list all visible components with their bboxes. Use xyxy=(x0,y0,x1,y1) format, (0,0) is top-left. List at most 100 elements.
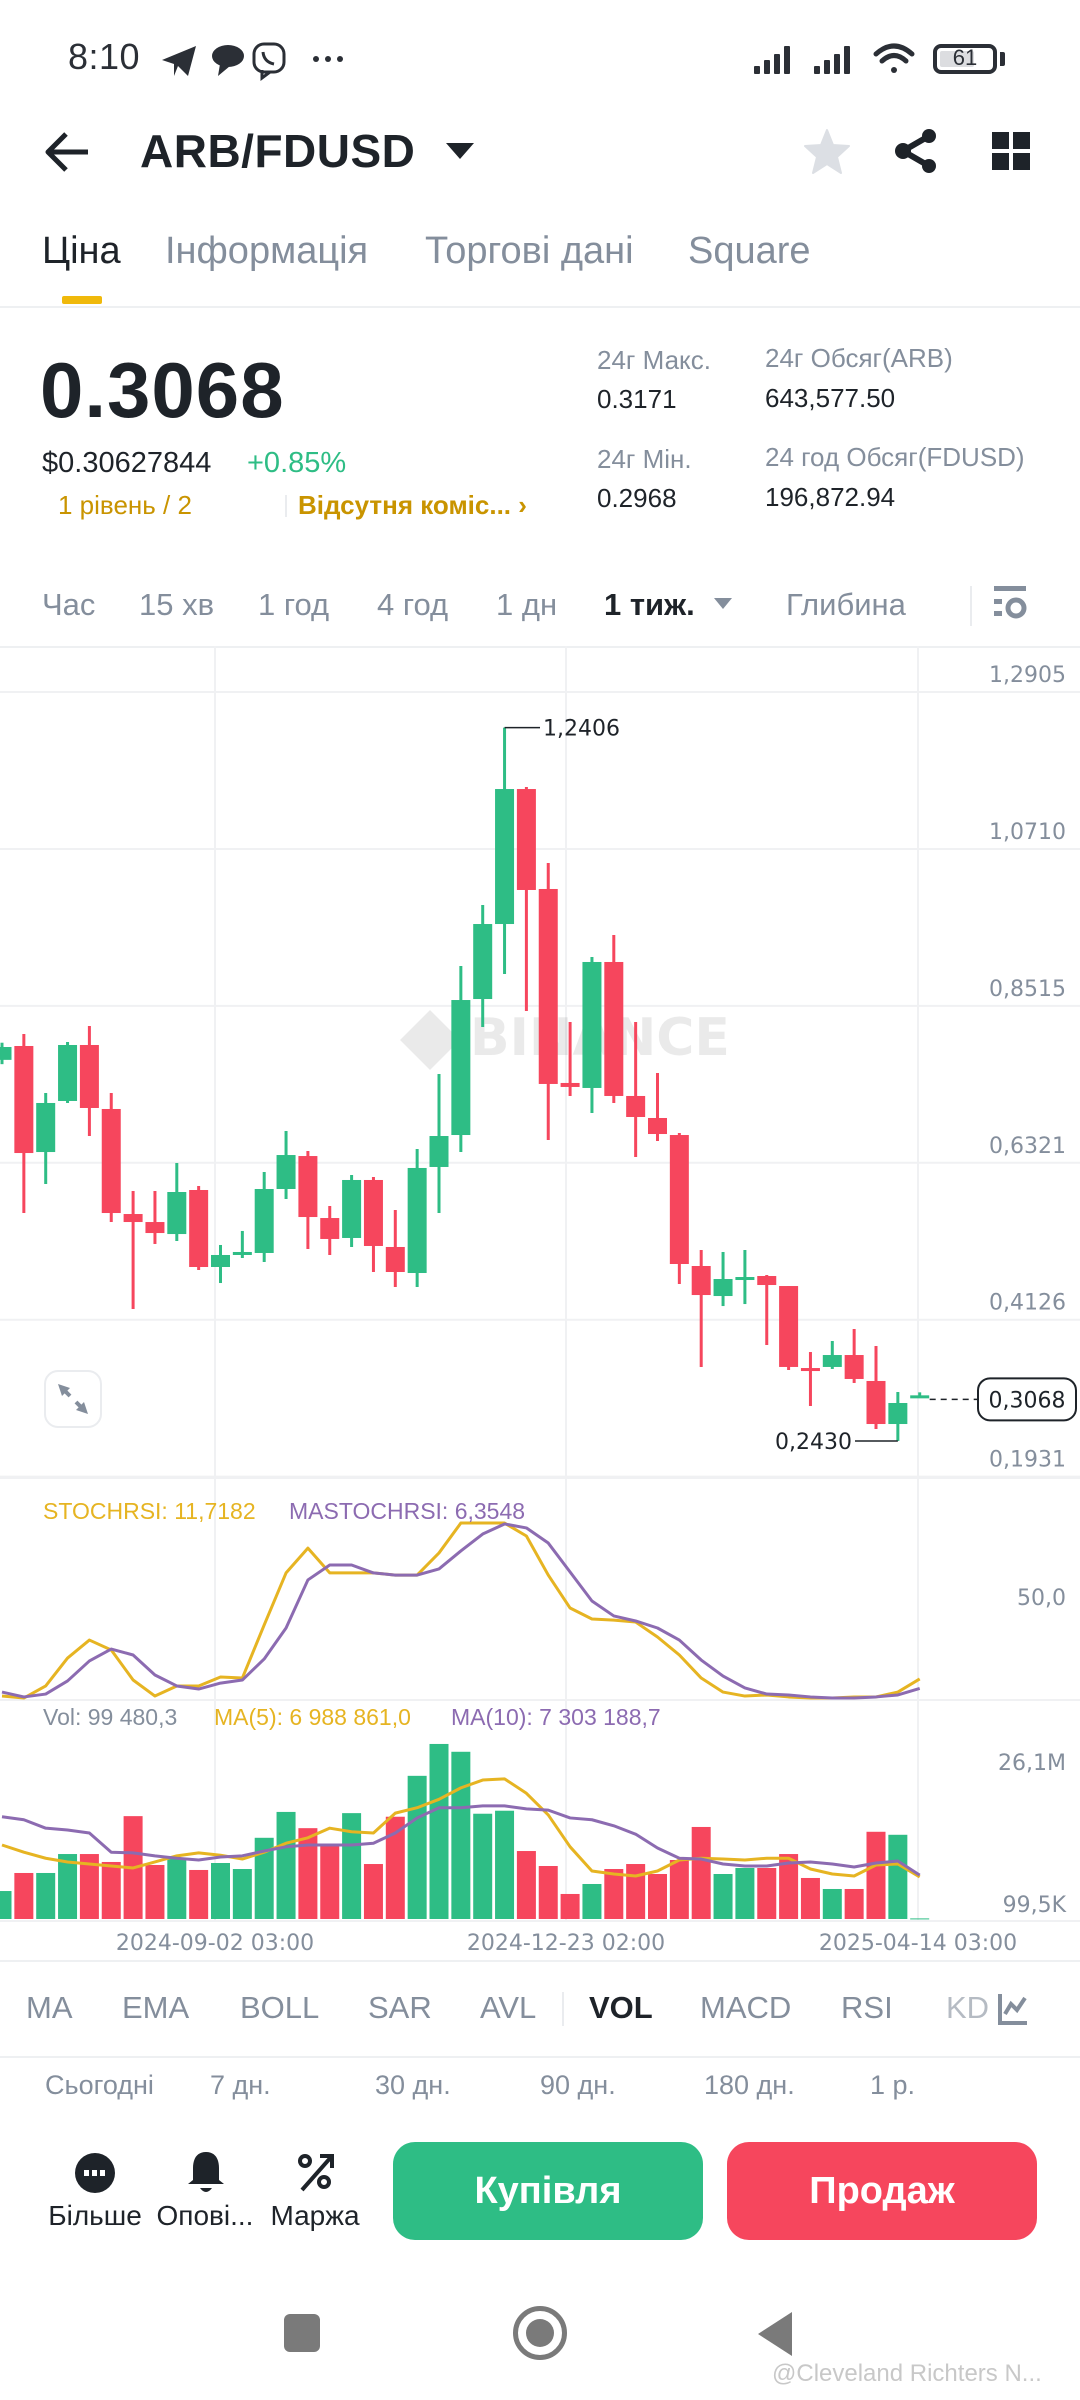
timeframe-separator xyxy=(970,586,972,626)
pair-dropdown-caret-icon[interactable] xyxy=(446,143,474,159)
timeframe-1w[interactable]: 1 тиж. xyxy=(604,587,695,622)
volume-pane: 26,1M 99,5K xyxy=(0,1743,1067,1920)
svg-text:0,4126: 0,4126 xyxy=(989,1291,1066,1316)
status-time: 8:10 xyxy=(68,36,141,77)
tab-square[interactable]: Square xyxy=(688,230,811,272)
share-icon[interactable] xyxy=(893,128,939,174)
usd-price: $0.30627844 xyxy=(42,447,212,479)
last-price-tag xyxy=(977,1377,1077,1422)
battery-tip xyxy=(1000,52,1005,66)
tabs-divider xyxy=(0,306,1080,308)
period-top-divider xyxy=(0,2056,1080,2058)
margin-percent-icon[interactable] xyxy=(296,2152,336,2192)
svg-text:26,1M: 26,1M xyxy=(998,1751,1066,1776)
indicator-vol[interactable]: VOL xyxy=(589,1990,653,2025)
sell-button[interactable]: Продаж xyxy=(727,2142,1037,2240)
alert-bell-icon[interactable] xyxy=(186,2150,226,2196)
signal-sim1-icon xyxy=(754,46,790,74)
stat-24h-vol-quote-label: 24 год Обсяг(FDUSD) xyxy=(765,442,1025,472)
indicator-separator xyxy=(562,1992,564,2026)
svg-text:0,6321: 0,6321 xyxy=(989,1134,1066,1159)
stochrsi-pane: 50,0 xyxy=(1,1521,1066,1700)
period-1y[interactable]: 1 р. xyxy=(870,2070,916,2100)
tab-info[interactable]: Інформація xyxy=(165,230,369,272)
candlestick-chart[interactable]: BINANCE 1,2905 1,0710 0,8515 0,6321 0,4126 0,1… xyxy=(0,646,1080,1966)
timeframe-1d[interactable]: 1 дн xyxy=(496,587,558,622)
period-90d[interactable]: 90 дн. xyxy=(540,2070,616,2100)
chart-settings-icon[interactable] xyxy=(994,586,1028,626)
high-low-markers: 1,2406 0,2430 xyxy=(504,717,898,1455)
svg-text:0,2430: 0,2430 xyxy=(775,1430,852,1455)
vol-ma10-label: MA(10): 7 303 188,7 xyxy=(451,1704,661,1730)
more-label[interactable]: Більше xyxy=(48,2200,142,2231)
period-180d[interactable]: 180 дн. xyxy=(704,2070,795,2100)
fee-tier-link[interactable]: 1 рівень / 2 xyxy=(58,490,192,520)
timeframe-15m[interactable]: 15 хв xyxy=(139,587,215,622)
wifi-icon xyxy=(873,43,915,73)
more-dots-icon xyxy=(313,56,343,62)
stat-24h-high-label: 24г Макс. xyxy=(597,345,711,375)
timeframe-depth[interactable]: Глибина xyxy=(786,587,906,622)
period-today[interactable]: Сьогодні xyxy=(45,2070,154,2100)
stochrsi-label: STOCHRSI: 11,7182 xyxy=(43,1498,256,1524)
stat-24h-vol-quote-value: 196,872.94 xyxy=(765,482,896,512)
period-7d[interactable]: 7 дн. xyxy=(210,2070,271,2100)
svg-text:2024-12-23 02:00: 2024-12-23 02:00 xyxy=(467,1931,665,1956)
more-icon[interactable] xyxy=(74,2152,116,2194)
star-icon[interactable] xyxy=(803,128,851,174)
indicator-sar[interactable]: SAR xyxy=(368,1990,432,2025)
active-tab-indicator xyxy=(62,296,102,304)
nav-recents-button[interactable] xyxy=(284,2314,320,2352)
pair-title[interactable]: ARB/FDUSD xyxy=(140,125,416,177)
indicator-ema[interactable]: EMA xyxy=(122,1990,190,2025)
indicator-ma[interactable]: MA xyxy=(26,1990,73,2025)
vol-ma5-label: MA(5): 6 988 861,0 xyxy=(214,1704,411,1730)
buy-button[interactable]: Купівля xyxy=(393,2142,703,2240)
tier-separator xyxy=(285,495,287,517)
viber-icon xyxy=(252,42,286,81)
indicator-macd[interactable]: MACD xyxy=(700,1990,792,2025)
candles xyxy=(0,727,930,1441)
tab-price[interactable]: Ціна xyxy=(42,230,121,272)
nav-back-button[interactable] xyxy=(758,2312,792,2356)
indicator-boll[interactable]: BOLL xyxy=(240,1990,320,2025)
expand-arrows-icon xyxy=(58,1384,88,1414)
timeframe-caret-icon[interactable] xyxy=(714,598,732,609)
indicator-rsi[interactable]: RSI xyxy=(841,1990,893,2025)
time-axis: 2024-09-02 03:00 2024-12-23 02:00 2025-04-… xyxy=(116,1931,1017,1956)
signal-sim2-icon xyxy=(814,46,850,74)
svg-text:0,8515: 0,8515 xyxy=(989,977,1066,1002)
stat-24h-vol-base-label: 24г Обсяг(ARB) xyxy=(765,343,953,373)
indicator-avl[interactable]: AVL xyxy=(480,1990,537,2025)
back-arrow-icon[interactable] xyxy=(44,130,92,174)
svg-text:2025-04-14 03:00: 2025-04-14 03:00 xyxy=(819,1931,1017,1956)
timeframe-4h[interactable]: 4 год xyxy=(377,587,449,622)
zero-fee-link[interactable]: Відсутня коміс... › xyxy=(298,490,527,520)
mastochrsi-label: MASTOCHRSI: 6,3548 xyxy=(289,1498,526,1524)
status-connectivity-icons xyxy=(754,43,915,74)
stat-24h-low-label: 24г Мін. xyxy=(597,444,692,474)
tab-trading-data[interactable]: Торгові дані xyxy=(425,230,634,272)
watermark: @Cleveland Richters N... xyxy=(772,2360,1042,2387)
binance-watermark: BINANCE xyxy=(400,1008,730,1070)
margin-label[interactable]: Маржа xyxy=(270,2200,360,2231)
svg-text:1,0710: 1,0710 xyxy=(989,820,1066,845)
svg-text:50,0: 50,0 xyxy=(1017,1586,1066,1611)
nav-home-button[interactable] xyxy=(513,2306,567,2360)
indicator-kd[interactable]: KD xyxy=(946,1990,990,2025)
nav-home-dot xyxy=(526,2319,554,2347)
fullscreen-button[interactable] xyxy=(44,1370,102,1428)
grid-icon[interactable] xyxy=(992,132,1032,172)
timeframe-1h[interactable]: 1 год xyxy=(258,587,330,622)
battery-indicator: 61 xyxy=(933,44,997,74)
timeframe-time[interactable]: Час xyxy=(42,587,96,622)
period-30d[interactable]: 30 дн. xyxy=(375,2070,451,2100)
alerts-label[interactable]: Опові... xyxy=(156,2200,254,2231)
battery-level: 61 xyxy=(952,45,978,70)
stat-24h-high-value: 0.3171 xyxy=(597,384,677,414)
svg-text:99,5K: 99,5K xyxy=(1003,1893,1067,1918)
chart-top-divider xyxy=(0,646,1080,648)
indicator-tabs-top-divider xyxy=(0,1960,1080,1962)
svg-text:2024-09-02 03:00: 2024-09-02 03:00 xyxy=(116,1931,314,1956)
indicator-settings-icon[interactable] xyxy=(997,1992,1029,2026)
